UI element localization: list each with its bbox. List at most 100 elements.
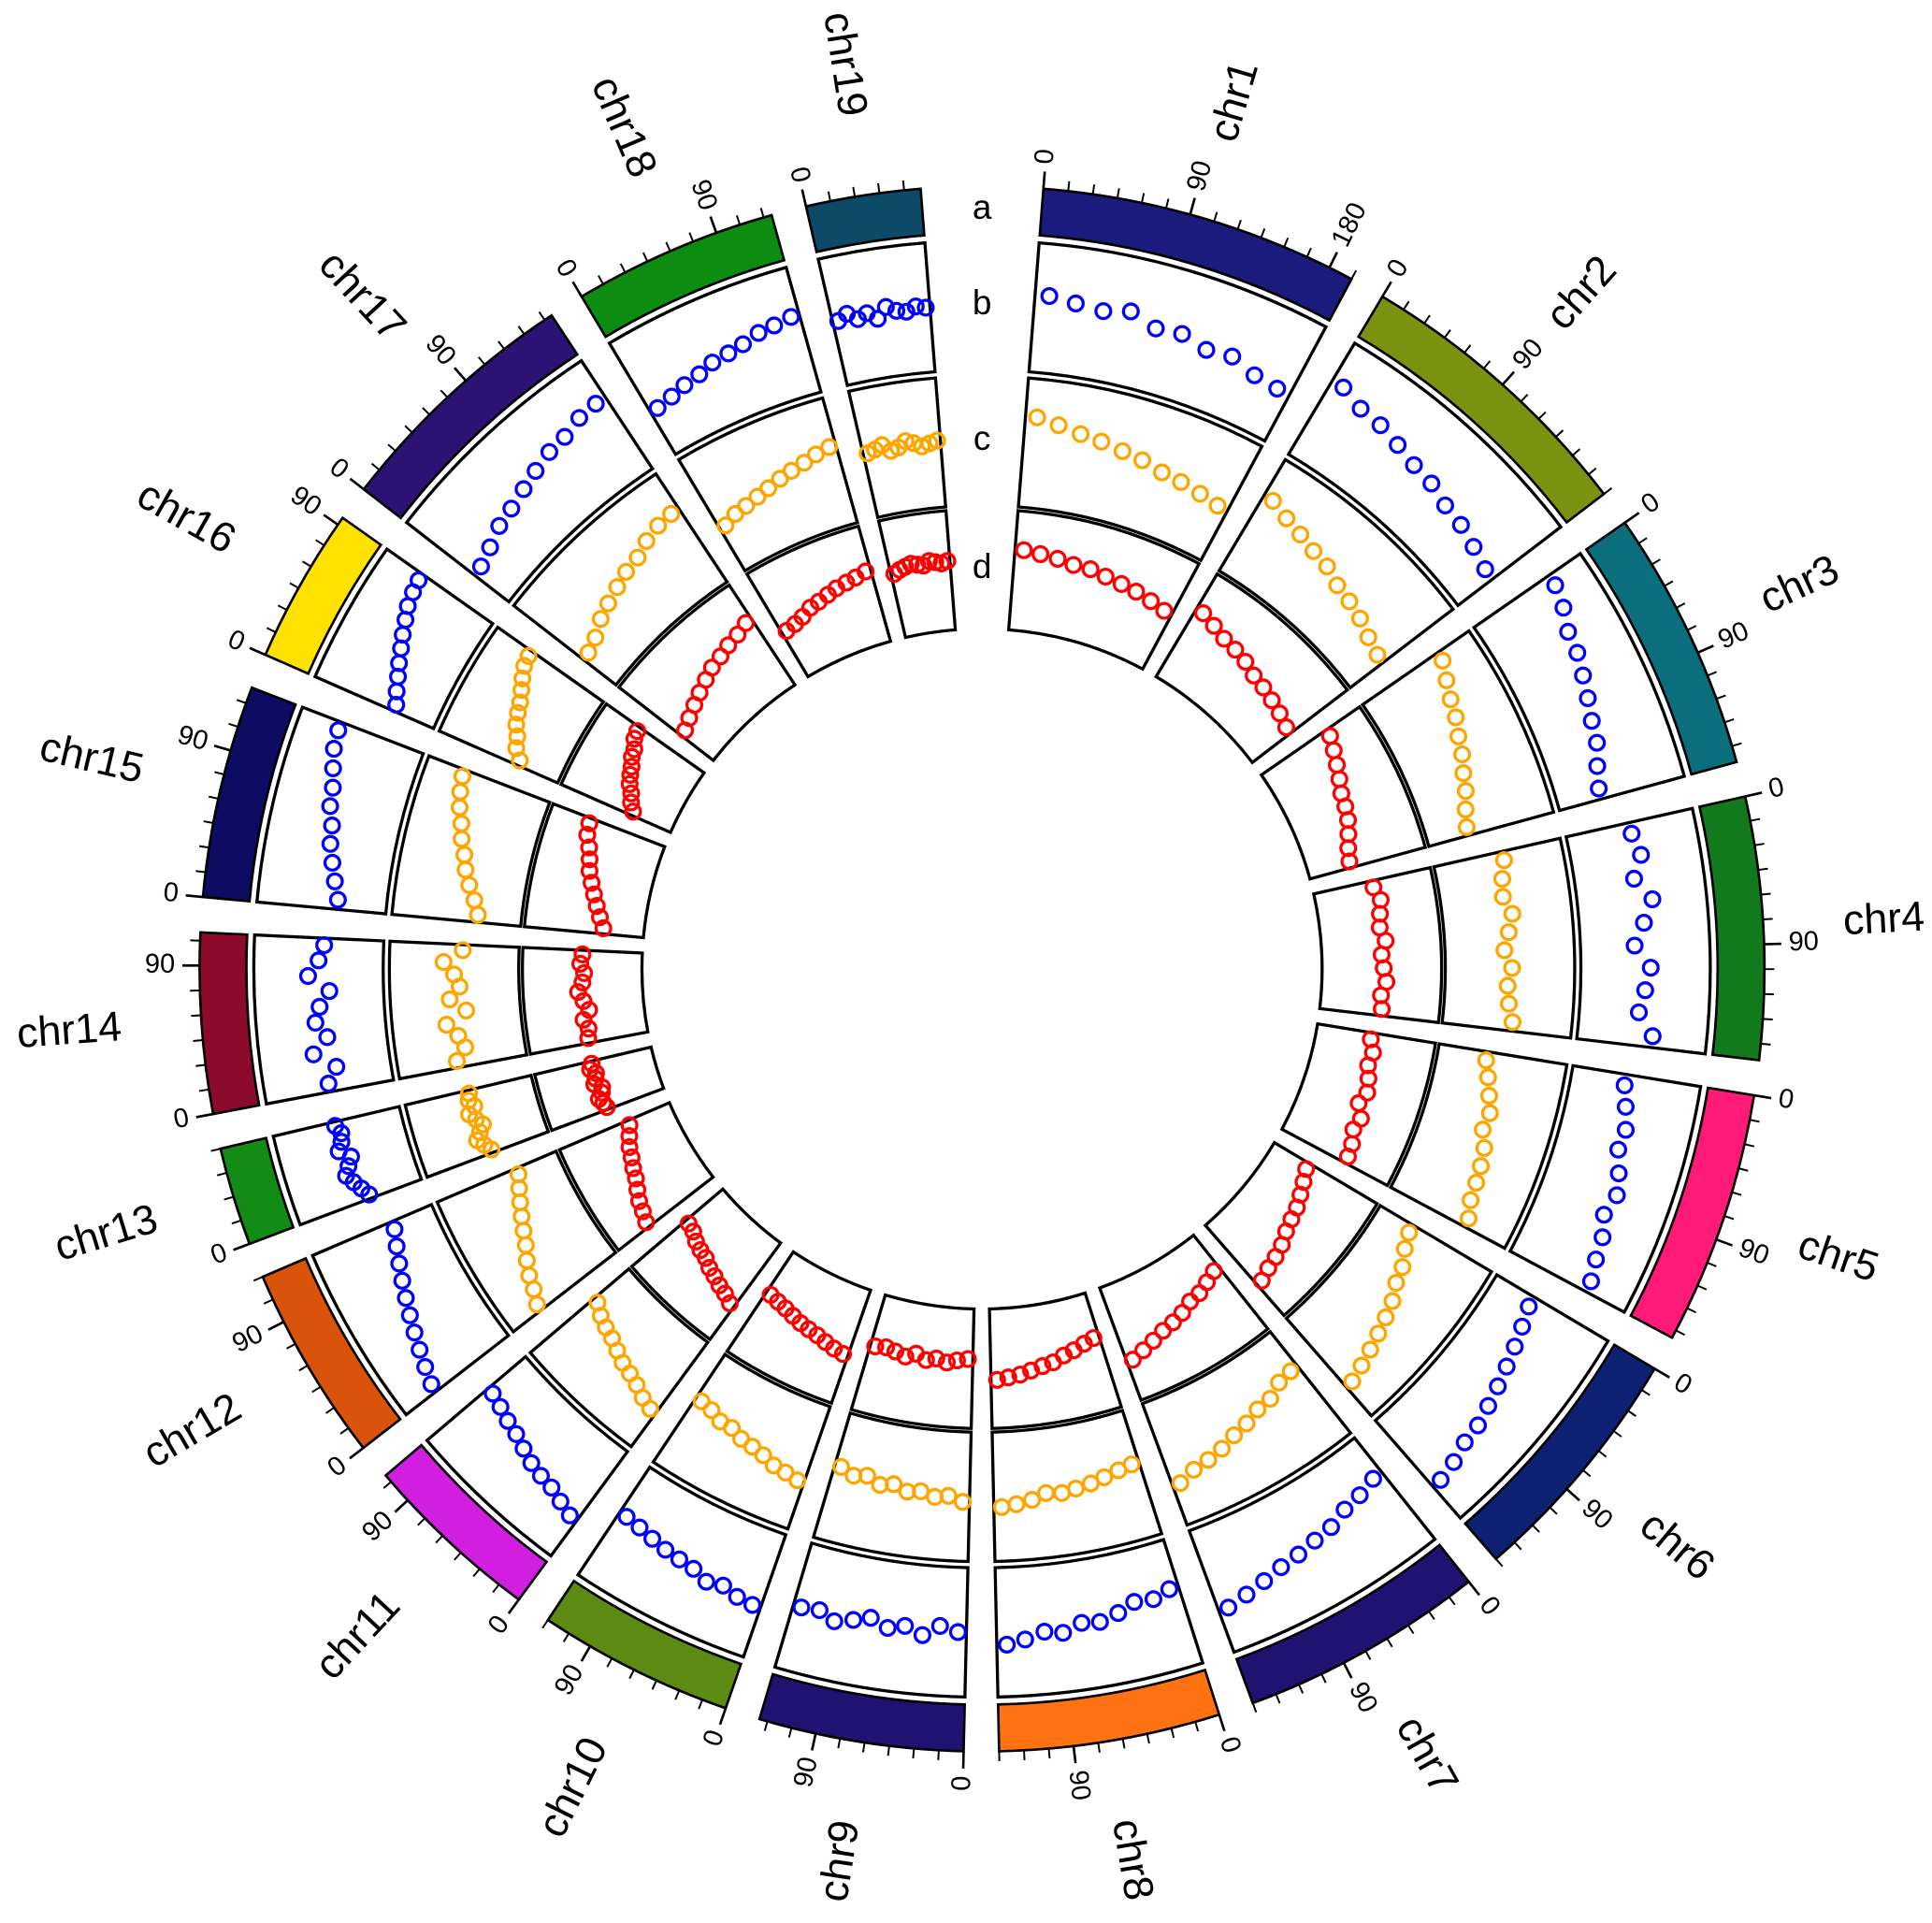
data-point (551, 1492, 570, 1511)
track-box (1388, 1042, 1569, 1251)
major-tick (1565, 1487, 1580, 1502)
data-point (584, 885, 603, 904)
data-point (843, 1611, 863, 1629)
minor-tick (1023, 1750, 1026, 1760)
data-point (906, 297, 925, 316)
data-point (507, 739, 526, 758)
ideogram (996, 1668, 1221, 1753)
data-point (1568, 643, 1587, 662)
data-point (1344, 1121, 1362, 1139)
minor-tick (252, 1276, 264, 1282)
ideogram (580, 213, 786, 339)
track-box (1153, 571, 1350, 765)
major-tick (800, 189, 808, 207)
data-point (959, 1350, 977, 1368)
track-box (993, 1538, 1205, 1699)
ideogram (383, 1443, 549, 1602)
data-point (586, 395, 605, 413)
tick-label: 0 (1766, 772, 1787, 804)
data-point (953, 1493, 973, 1511)
data-point (1495, 941, 1514, 960)
minor-tick (861, 1742, 866, 1753)
data-point (637, 1213, 656, 1232)
major-tick (195, 1112, 214, 1119)
data-point (321, 834, 339, 853)
data-point (1132, 451, 1152, 470)
minor-tick (497, 340, 506, 350)
minor-tick (1350, 269, 1358, 280)
data-point (1270, 704, 1289, 723)
data-point (1499, 994, 1519, 1013)
data-point (1270, 1373, 1289, 1392)
minor-tick (1664, 580, 1674, 587)
minor-tick (1097, 1742, 1101, 1753)
data-point (1066, 294, 1085, 312)
data-point (1350, 609, 1369, 628)
data-point (616, 562, 636, 581)
minor-tick (1675, 1329, 1685, 1337)
data-point (1281, 1362, 1300, 1381)
minor-tick (698, 1699, 703, 1710)
data-point (509, 703, 527, 722)
minor-tick (1737, 1167, 1749, 1172)
track-box (811, 1410, 973, 1564)
data-point (736, 614, 755, 632)
data-point (1255, 1571, 1274, 1591)
data-point (318, 1028, 337, 1047)
minor-tick (1612, 1430, 1622, 1438)
minor-tick (266, 627, 277, 633)
data-point (579, 643, 598, 662)
minor-tick (1763, 918, 1773, 921)
data-point (1318, 557, 1336, 576)
data-point (998, 1635, 1016, 1654)
minor-tick (1386, 1638, 1393, 1648)
track-box (1006, 509, 1202, 672)
minor-tick (1170, 1728, 1175, 1739)
data-point (743, 1596, 762, 1614)
data-point (637, 531, 656, 551)
track-box (557, 1100, 715, 1253)
minor-tick (1731, 742, 1742, 747)
minor-tick (606, 1657, 613, 1668)
track-box (403, 1073, 551, 1179)
data-point (329, 721, 348, 740)
tick-label: 0 (550, 254, 584, 282)
data-point (627, 1169, 645, 1188)
data-point (697, 1572, 715, 1591)
data-point (877, 1337, 896, 1357)
track-box (271, 1105, 424, 1227)
data-point (670, 1550, 689, 1569)
tick-label: 90 (788, 1755, 824, 1790)
data-point (513, 669, 532, 687)
minor-tick (315, 539, 325, 546)
track-box (744, 524, 893, 679)
data-point (1363, 1469, 1382, 1488)
data-point (452, 814, 470, 833)
data-point (620, 774, 639, 793)
data-point (1215, 629, 1233, 648)
chromosome-label: chr5 (1793, 1221, 1885, 1291)
data-point (1245, 666, 1263, 685)
data-point (1350, 1486, 1369, 1505)
minor-tick (562, 1632, 570, 1642)
data-point (514, 480, 533, 499)
minor-tick (478, 356, 486, 366)
data-point (1641, 959, 1660, 977)
data-point (1581, 1272, 1600, 1291)
data-point (844, 1467, 863, 1485)
data-point (878, 1618, 897, 1638)
tick-label: 0 (1214, 1733, 1247, 1757)
data-point (759, 479, 778, 498)
minor-tick (1146, 1733, 1150, 1744)
data-point (449, 1026, 468, 1046)
data-point (1225, 1426, 1244, 1445)
data-point (732, 1429, 751, 1448)
minor-tick (1251, 1702, 1258, 1713)
minor-tick (1627, 1410, 1637, 1417)
minor-tick (370, 462, 381, 471)
tick-label: 90 (549, 1659, 590, 1700)
tick-label: 90 (420, 329, 462, 371)
tick-label: 0 (698, 1727, 731, 1751)
data-point (459, 1092, 478, 1110)
data-point (1478, 1068, 1497, 1087)
